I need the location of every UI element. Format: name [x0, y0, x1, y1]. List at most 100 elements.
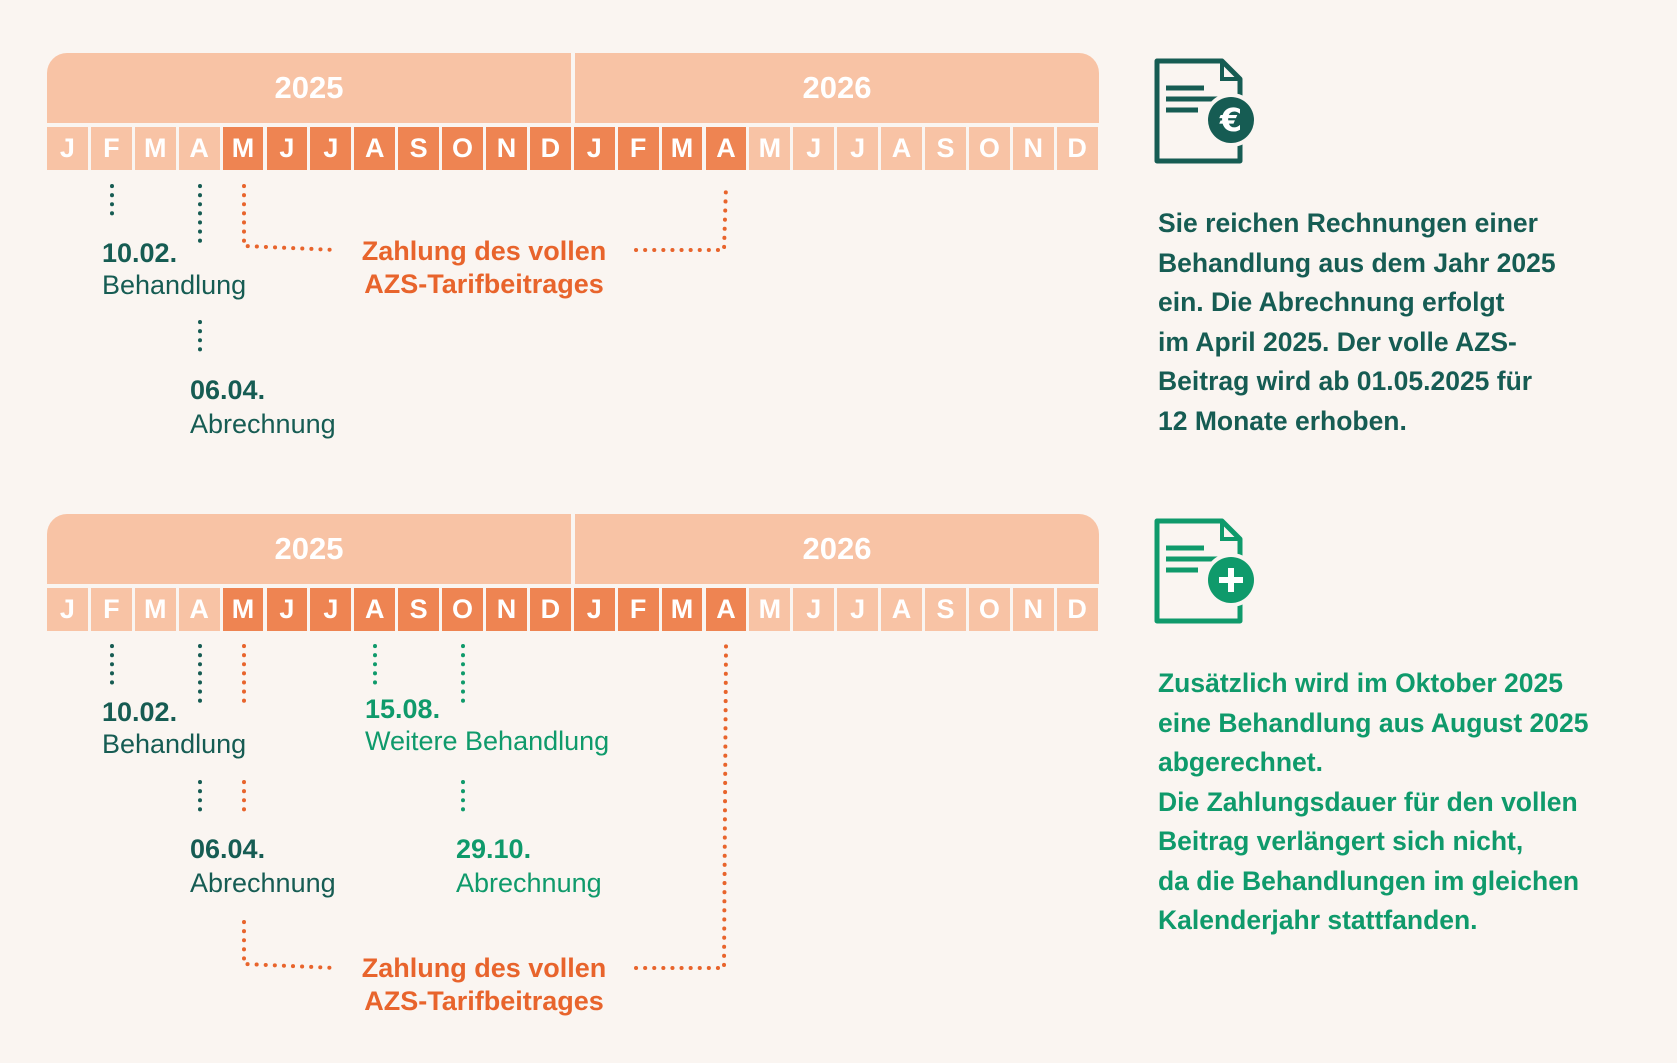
- month-cell: J: [47, 588, 88, 631]
- month-cell: J: [266, 588, 308, 631]
- month-cell: O: [442, 588, 483, 631]
- description-line: Beitrag verlängert sich nicht,: [1158, 826, 1524, 856]
- month-cell: F: [90, 127, 132, 170]
- month-cell: D: [1056, 127, 1098, 170]
- month-cell: M: [749, 127, 791, 170]
- payment-line-2: AZS-Tarifbeitrages: [364, 986, 604, 1016]
- month-cell: S: [925, 127, 966, 170]
- month-cell: J: [310, 127, 352, 170]
- month-cell: M: [134, 588, 176, 631]
- month-cell: D: [529, 588, 571, 631]
- month-cell: J: [310, 588, 352, 631]
- description-line: Beitrag wird ab 01.05.2025 für: [1158, 366, 1533, 396]
- billing2-date: 29.10.: [456, 834, 532, 864]
- month-cell: A: [705, 127, 747, 170]
- year-label-right: 2026: [575, 53, 1099, 123]
- description-line: eine Behandlung aus August 2025: [1158, 707, 1589, 738]
- month-cell: M: [222, 588, 264, 631]
- month-cell: D: [529, 127, 571, 170]
- month-cell: F: [90, 588, 132, 631]
- description-line: Behandlung aus dem Jahr 2025: [1158, 247, 1556, 278]
- payment-label: Zahlung des vollen AZS-Tarifbeitrages: [352, 952, 616, 1018]
- invoice-plus-icon: [1154, 518, 1258, 624]
- treatment2-date: 15.08.: [365, 694, 441, 724]
- month-cell: J: [793, 588, 835, 631]
- billing-date: 06.04.: [190, 834, 266, 864]
- description-1: Sie reichen Rechnungen einer Behandlung a…: [1158, 204, 1638, 441]
- month-cell: N: [1012, 127, 1054, 170]
- month-cell: A: [178, 588, 220, 631]
- month-cell: J: [47, 127, 88, 170]
- month-cell: S: [398, 588, 440, 631]
- month-cell: F: [617, 127, 659, 170]
- description-line: Die Zahlungsdauer für den vollen: [1158, 786, 1578, 817]
- treatment-label: Behandlung: [102, 729, 247, 759]
- month-cell: J: [573, 588, 615, 631]
- month-cell: O: [442, 127, 483, 170]
- month-cell: D: [1056, 588, 1098, 631]
- month-cell: M: [222, 127, 264, 170]
- payment-line-1: Zahlung des vollen: [361, 953, 607, 983]
- month-cell: F: [617, 588, 659, 631]
- month-cell: N: [1012, 588, 1054, 631]
- month-cell: J: [266, 127, 308, 170]
- payment-bracket-left: [242, 184, 338, 252]
- month-cell: O: [968, 127, 1010, 170]
- payment-bracket-right: [634, 184, 728, 252]
- treatment-label: Behandlung: [102, 270, 247, 300]
- month-cell: J: [573, 127, 615, 170]
- month-cell: O: [968, 588, 1010, 631]
- description-line: 12 Monate erhoben.: [1158, 405, 1407, 436]
- description-line: da die Behandlungen im gleichen: [1158, 865, 1580, 896]
- billing-label: Abrechnung: [190, 409, 336, 439]
- month-cell: M: [661, 588, 703, 631]
- billing-label: Abrechnung: [190, 868, 336, 898]
- month-cell: A: [354, 588, 396, 631]
- treatment2-label: Weitere Behandlung: [365, 726, 610, 756]
- description-line: abgerechnet.: [1158, 747, 1323, 777]
- month-cell: A: [178, 127, 220, 170]
- month-cell: M: [661, 127, 703, 170]
- month-cell: J: [837, 588, 879, 631]
- month-cell: S: [398, 127, 440, 170]
- month-cell: A: [881, 127, 922, 170]
- month-cell: A: [705, 588, 747, 631]
- description-line: im April 2025. Der volle AZS-: [1158, 326, 1517, 357]
- month-cell: N: [486, 127, 527, 170]
- payment-line-2: AZS-Tarifbeitrages: [364, 269, 604, 299]
- description-line: Kalenderjahr stattfanden.: [1158, 905, 1478, 935]
- description-line: Zusätzlich wird im Oktober 2025: [1158, 668, 1563, 698]
- billing-date: 06.04.: [190, 375, 266, 405]
- year-row: 2025 2026: [47, 514, 1099, 584]
- month-cell: N: [486, 588, 527, 631]
- description-line: ein. Die Abrechnung erfolgt: [1158, 287, 1505, 317]
- invoice-euro-icon: €: [1154, 58, 1258, 164]
- description-2: Zusätzlich wird im Oktober 2025 eine Beha…: [1158, 664, 1638, 941]
- treatment-date: 10.02.: [102, 238, 178, 268]
- year-label-right: 2026: [575, 514, 1099, 584]
- treatment-date: 10.02.: [102, 697, 178, 727]
- month-cell: J: [837, 127, 879, 170]
- month-cell: M: [749, 588, 791, 631]
- payment-line-1: Zahlung des vollen: [361, 236, 607, 266]
- payment-label: Zahlung des vollen AZS-Tarifbeitrages: [352, 235, 616, 301]
- payment-bracket-right: [634, 644, 728, 970]
- year-label-left: 2025: [47, 514, 571, 584]
- description-line: Sie reichen Rechnungen einer: [1158, 208, 1538, 238]
- month-cell: M: [134, 127, 176, 170]
- year-label-left: 2025: [47, 53, 571, 123]
- billing2-label: Abrechnung: [456, 868, 602, 898]
- payment-bracket-left: [242, 920, 338, 970]
- month-cell: S: [925, 588, 966, 631]
- svg-text:€: €: [1219, 101, 1242, 139]
- month-cell: A: [354, 127, 396, 170]
- month-cell: J: [793, 127, 835, 170]
- year-row: 2025 2026: [47, 53, 1099, 123]
- month-cell: A: [881, 588, 922, 631]
